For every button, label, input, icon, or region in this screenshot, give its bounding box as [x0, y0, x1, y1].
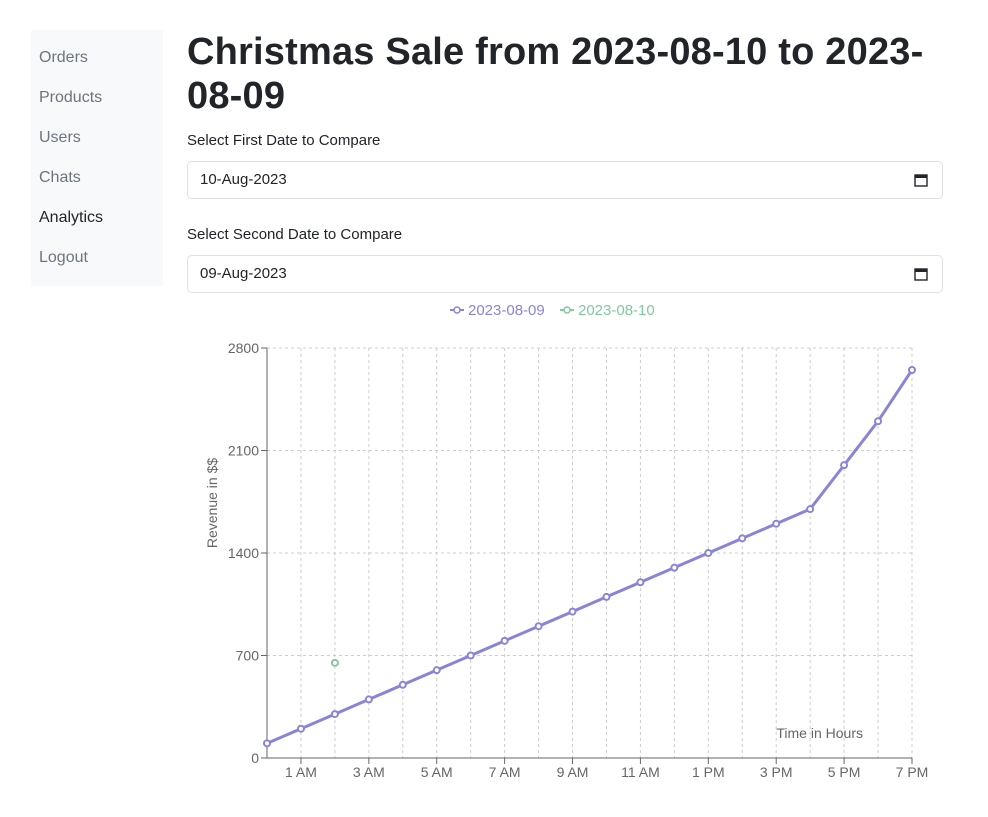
y-tick-label: 2800: [228, 340, 259, 356]
x-tick-label: 7 PM: [896, 764, 929, 780]
y-tick-label: 0: [251, 750, 259, 766]
sidebar-item-users[interactable]: Users: [39, 129, 81, 146]
second-date-label: Select Second Date to Compare: [187, 226, 403, 243]
x-tick-label: 5 AM: [421, 764, 453, 780]
x-tick-label: 1 AM: [285, 764, 317, 780]
sidebar-item-logout[interactable]: Logout: [39, 249, 88, 266]
y-axis-label: Revenue in $$: [204, 458, 220, 549]
y-tick-label: 1400: [228, 545, 259, 561]
data-point-2023-08-09: [568, 607, 577, 616]
data-point-2023-08-09: [874, 417, 883, 426]
data-point-2023-08-09: [466, 651, 475, 660]
y-tick-label: 700: [236, 648, 260, 664]
legend-marker-2023-08-09: [453, 306, 461, 314]
legend-label-2023-08-09: 2023-08-09: [468, 302, 545, 319]
data-point-2023-08-09: [704, 549, 713, 557]
data-point-2023-08-09: [806, 505, 815, 514]
sidebar-item-chats[interactable]: Chats: [39, 169, 81, 186]
x-tick-label: 5 PM: [828, 764, 861, 780]
x-axis-label: Time in Hours: [776, 725, 863, 741]
first-date-label: Select First Date to Compare: [187, 132, 381, 149]
x-tick-label: 7 AM: [489, 764, 521, 780]
data-point-2023-08-09: [602, 592, 611, 601]
data-point-2023-08-09: [840, 461, 849, 470]
data-point-2023-08-10: [330, 658, 339, 667]
y-tick-label: 2100: [228, 443, 259, 459]
x-tick-label: 1 PM: [692, 764, 725, 780]
data-point-2023-08-09: [636, 578, 645, 587]
first-date-input[interactable]: 10-Aug-2023: [187, 161, 943, 199]
data-point-2023-08-09: [738, 534, 747, 543]
calendar-icon[interactable]: [914, 173, 928, 187]
data-point-2023-08-09: [364, 695, 373, 704]
x-tick-label: 9 AM: [557, 764, 589, 780]
sidebar: Orders Products Users Chats Analytics Lo…: [31, 30, 163, 286]
data-point-2023-08-09: [534, 622, 543, 631]
first-date-value: 10-Aug-2023: [200, 171, 287, 188]
data-point-2023-08-09: [398, 680, 407, 689]
sidebar-item-orders[interactable]: Orders: [39, 49, 88, 66]
sidebar-item-products[interactable]: Products: [39, 89, 103, 106]
sidebar-item-analytics[interactable]: Analytics: [39, 209, 104, 226]
x-tick-label: 11 AM: [621, 764, 660, 780]
x-tick-label: 3 AM: [353, 764, 385, 780]
data-point-2023-08-09: [263, 739, 271, 748]
data-point-2023-08-09: [772, 519, 781, 528]
data-point-2023-08-09: [432, 666, 441, 675]
legend-label-2023-08-10: 2023-08-10: [578, 302, 655, 319]
data-point-2023-08-09: [330, 710, 339, 719]
second-date-input[interactable]: 09-Aug-2023: [187, 255, 943, 293]
legend-marker-2023-08-10: [563, 306, 571, 314]
data-point-2023-08-09: [500, 636, 509, 645]
main-content: Christmas Sale from 2023-08-10 to 2023-0…: [187, 30, 943, 293]
calendar-icon[interactable]: [914, 267, 928, 281]
x-tick-label: 3 PM: [760, 764, 793, 780]
data-point-2023-08-09: [296, 724, 305, 733]
data-point-2023-08-09: [908, 365, 916, 374]
data-point-2023-08-09: [670, 563, 679, 572]
series-line-2023-08-09: [266, 369, 914, 745]
second-date-value: 09-Aug-2023: [200, 265, 287, 282]
page-title: Christmas Sale from 2023-08-10 to 2023-0…: [187, 31, 924, 117]
